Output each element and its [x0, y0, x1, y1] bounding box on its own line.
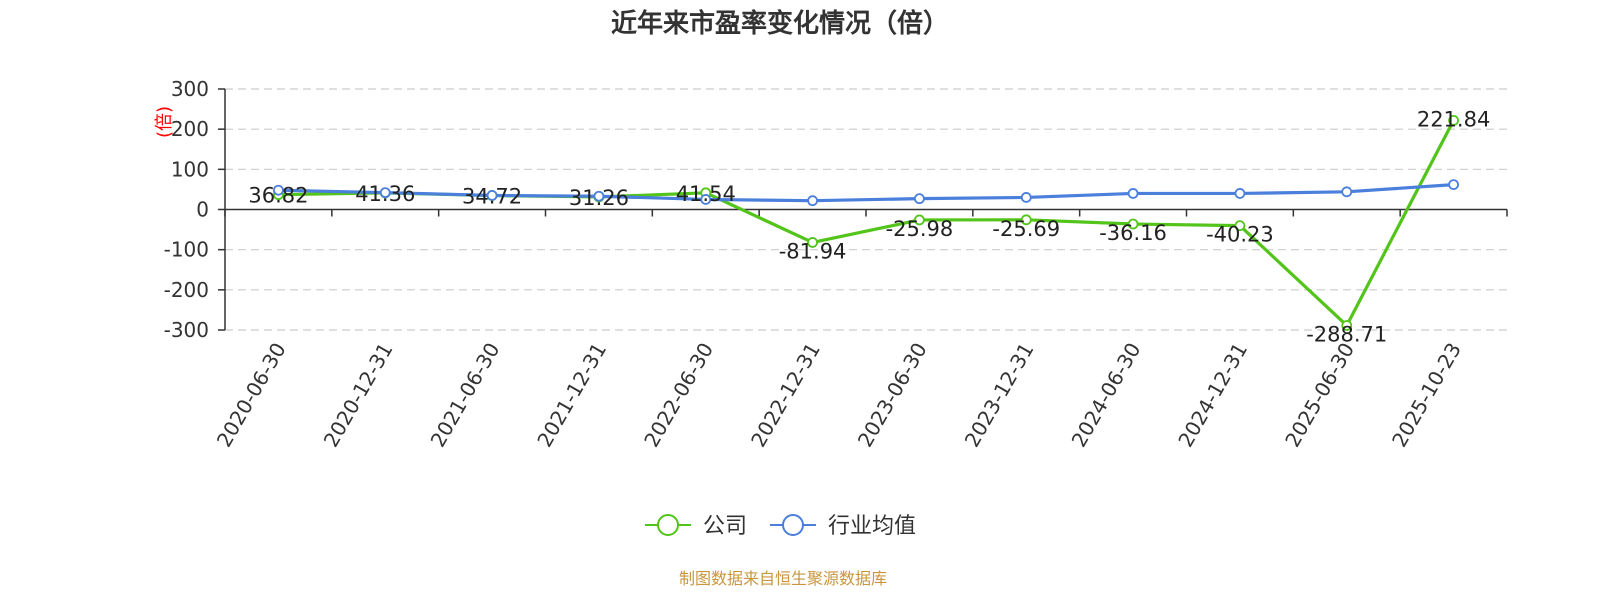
legend-marker: [657, 514, 679, 536]
series-0-point: [1448, 114, 1459, 126]
x-tick-label: 2023-12-31: [960, 339, 1039, 452]
series-1-point: [1448, 179, 1459, 190]
data-labels: 36.82 41.36 34.72 31.26 41.54 -81.94 -25.98 -25…: [248, 107, 1490, 346]
legend-label: 公司: [703, 514, 747, 539]
legend[interactable]: 公司 行业均值: [645, 514, 916, 539]
data-label: 41.36: [355, 182, 415, 206]
series-1-point: [273, 184, 284, 196]
data-label: 34.72: [462, 185, 522, 209]
series-0-point: [807, 237, 818, 248]
legend-marker: [782, 514, 804, 536]
data-label: -25.98: [886, 217, 954, 241]
series-1-point: [379, 187, 391, 199]
data-label: 36.82: [248, 184, 308, 208]
series-1-point: [593, 190, 605, 202]
y-tick-label: -200: [164, 278, 209, 302]
data-label: -81.94: [779, 239, 847, 263]
series-1-point: [914, 193, 925, 205]
series-layer: [273, 114, 1459, 331]
series-0-point: [1341, 320, 1353, 331]
data-label: 221.84: [1417, 107, 1490, 131]
series-1-point: [700, 194, 712, 205]
data-label: 41.54: [676, 182, 736, 206]
series-1-point: [1341, 186, 1353, 198]
y-tick-label: 100: [171, 157, 209, 181]
chart-title: 近年来市盈率变化情况（倍）: [611, 8, 949, 39]
x-tick-label: 2024-12-31: [1173, 339, 1252, 452]
series-line-0: [278, 119, 1456, 328]
series-0-point: [914, 214, 925, 226]
x-tick-label: 2020-06-30: [212, 339, 291, 452]
grid-lines: [225, 88, 1507, 331]
y-tick-label: 0: [196, 198, 209, 222]
series-0-point: [1020, 214, 1032, 226]
legend-label: 行业均值: [828, 514, 916, 539]
series-line-1: [278, 183, 1454, 203]
x-tick-label: 2022-06-30: [639, 339, 718, 452]
x-tick-label: 2021-06-30: [426, 339, 505, 452]
x-tick-label: 2024-06-30: [1067, 339, 1146, 452]
x-tick-label: 2025-06-30: [1280, 339, 1359, 452]
x-tick-label: 2023-06-30: [853, 339, 932, 452]
source-note: 制图数据来自恒生聚源数据库: [679, 569, 887, 588]
series-1-point: [807, 195, 818, 207]
legend-item-0[interactable]: 公司: [645, 514, 747, 539]
data-label: -40.23: [1206, 223, 1274, 247]
data-label: -288.71: [1306, 322, 1387, 346]
y-tick-label: -300: [164, 318, 209, 342]
data-label: -25.69: [992, 217, 1060, 241]
data-label: 31.26: [569, 186, 629, 210]
x-tick-label: 2022-12-31: [746, 339, 825, 452]
y-tick-label: -100: [164, 238, 209, 262]
series-1-point: [1234, 188, 1246, 199]
legend-item-1[interactable]: 行业均值: [770, 514, 916, 539]
x-tick-label: 2020-12-31: [319, 339, 398, 452]
x-tick-label: 2025-10-23: [1387, 339, 1466, 452]
series-1-point: [1020, 192, 1032, 203]
data-label: -36.16: [1099, 221, 1167, 245]
x-tick-label: 2021-12-31: [532, 339, 611, 452]
series-1-point: [486, 190, 498, 201]
y-axis-label: (倍): [154, 106, 175, 138]
y-tick-label: 300: [171, 77, 209, 101]
series-0-point: [1127, 218, 1139, 230]
series-0-point: [1234, 220, 1246, 232]
y-tick-label: 200: [171, 117, 209, 141]
series-1-point: [1127, 188, 1139, 199]
